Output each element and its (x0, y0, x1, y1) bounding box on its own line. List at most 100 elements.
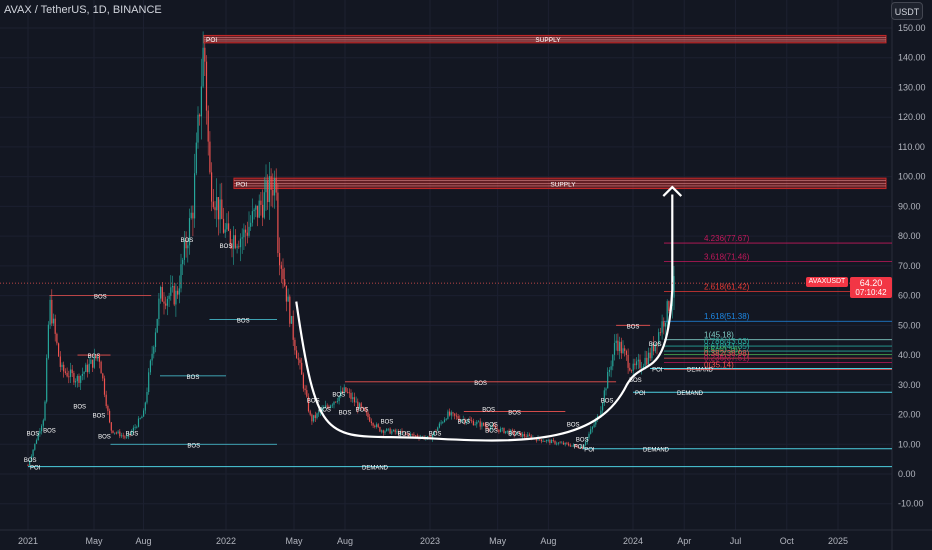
y-axis-tick-label: 70.00 (898, 261, 921, 271)
candle-body (51, 299, 53, 324)
candle-body (35, 440, 38, 444)
candle-body (651, 344, 653, 359)
candle-body (47, 324, 49, 358)
candle-body (455, 415, 457, 417)
candle-body (58, 343, 60, 357)
candle-body (428, 436, 430, 437)
candle-body (134, 426, 136, 428)
bos-label: BOS (485, 422, 498, 428)
candle-body (375, 424, 378, 427)
candle-body (301, 362, 303, 375)
candle-body (333, 401, 335, 405)
candle-body (37, 433, 39, 441)
bos-label: BOS (429, 431, 442, 437)
candle-body (583, 445, 585, 449)
candle-body (362, 406, 364, 408)
candle-body (386, 428, 388, 432)
candle-body (156, 318, 158, 333)
poi-label: POI (574, 445, 585, 451)
candle-body (523, 434, 525, 437)
candle-body (340, 391, 342, 396)
candle-body (321, 408, 323, 412)
candle-body (644, 357, 646, 367)
candle-body (102, 373, 104, 379)
candle-body (98, 356, 100, 362)
candle-body (647, 352, 650, 365)
candle-body (226, 223, 228, 230)
candle-body (216, 197, 218, 211)
candle-body (588, 433, 590, 438)
candle-body (591, 426, 593, 430)
y-axis-tick-label: 50.00 (898, 320, 921, 330)
candle-body (328, 406, 330, 408)
candle-body (68, 376, 70, 378)
candle-body (209, 141, 211, 173)
bos-label: BOS (73, 405, 86, 411)
candle-body (163, 301, 165, 304)
candle-body (462, 419, 464, 421)
demand-label: DEMAND (362, 466, 389, 472)
y-axis-tick-label: 110.00 (898, 142, 925, 152)
candle-body (619, 341, 621, 351)
candle-body (551, 439, 553, 444)
candle-body (637, 359, 639, 362)
candle-body (190, 212, 192, 219)
candle-body (239, 238, 242, 248)
candle-body (100, 361, 102, 374)
candle-body (46, 357, 48, 402)
candle-body (511, 430, 514, 431)
candle-body (527, 434, 529, 438)
x-axis-tick-label: Jul (730, 536, 742, 546)
candle-body (243, 229, 245, 238)
bos-label: BOS (24, 458, 37, 464)
candle-body (634, 363, 636, 366)
candle-body (489, 427, 491, 430)
bos-label: BOS (220, 244, 233, 250)
candle-body (574, 444, 576, 446)
demand-poi-label: POI (30, 466, 41, 472)
fib-level-label: 2.618(61.42) (704, 282, 750, 291)
candle-body (27, 465, 29, 466)
candle-body (76, 376, 78, 382)
candle-body (187, 245, 189, 249)
bos-label: BOS (332, 393, 345, 399)
candle-body (131, 431, 133, 435)
candle-body (92, 359, 94, 368)
candle-body (668, 301, 670, 311)
candle-body (409, 433, 412, 437)
candle-body (80, 376, 82, 383)
candle-body (73, 373, 75, 383)
candle-body (585, 442, 587, 446)
candle-body (304, 388, 306, 391)
candle-body (161, 287, 163, 302)
currency-button[interactable]: USDT (891, 2, 923, 20)
candle-body (173, 286, 175, 305)
candle-body (324, 405, 327, 408)
candle-body (554, 440, 556, 444)
candle-body (107, 405, 109, 411)
candle-body (630, 370, 633, 372)
candle-body (56, 333, 58, 344)
candle-body (540, 439, 542, 442)
candle-body (542, 441, 544, 442)
candle-body (432, 434, 434, 440)
candle-body (586, 437, 588, 443)
candle-body (234, 235, 236, 248)
candle-body (318, 412, 320, 414)
candle-body (552, 439, 554, 441)
candle-body (273, 177, 276, 196)
bos-label: BOS (356, 408, 369, 414)
candle-body (477, 421, 480, 423)
candle-body (175, 290, 177, 305)
y-axis-tick-label: 40.00 (898, 350, 921, 360)
x-axis-tick-label: May (285, 536, 303, 546)
candle-body (200, 86, 202, 117)
candle-body (146, 392, 148, 403)
candle-body (517, 432, 519, 435)
candle-body (224, 229, 226, 233)
y-axis-tick-label: 130.00 (898, 82, 926, 92)
candle-body (49, 299, 51, 325)
symbol-label: AVAXUSDT (806, 277, 848, 287)
candle-body (615, 340, 617, 343)
